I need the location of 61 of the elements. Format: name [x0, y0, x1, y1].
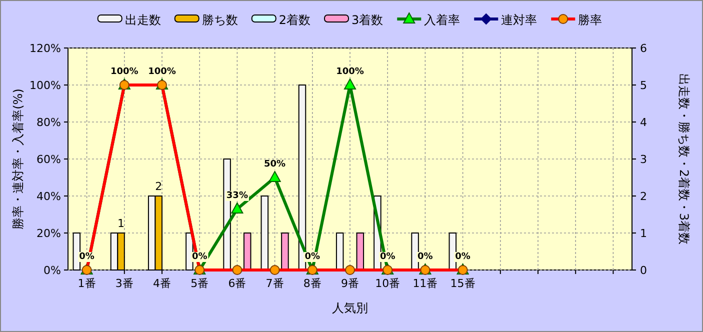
- x-tick-label: 3番: [115, 277, 134, 290]
- x-tick-label: 1番: [78, 277, 96, 290]
- y-tick-label: 120%: [30, 42, 61, 55]
- y2-tick-label: 3: [640, 153, 647, 166]
- point: [119, 80, 130, 90]
- data-label: 0%: [380, 252, 396, 262]
- point: [344, 78, 356, 90]
- point: [382, 265, 393, 275]
- x-tick-label: 5番: [190, 277, 209, 290]
- data-label: 0%: [418, 252, 433, 262]
- point: [194, 265, 205, 275]
- data-label: 0%: [79, 252, 94, 262]
- legend-label: 3着数: [352, 13, 384, 27]
- data-label: 100%: [110, 67, 138, 77]
- point: [345, 265, 355, 275]
- data-label: 100%: [336, 67, 364, 77]
- legend-label: 勝ち数: [202, 13, 238, 27]
- point: [231, 202, 244, 214]
- point: [458, 265, 468, 275]
- x-tick-label: 8番: [303, 277, 322, 290]
- point: [82, 265, 92, 275]
- y-tick-label: 0%: [44, 264, 61, 277]
- legend-label: 勝率: [578, 13, 602, 27]
- x-tick-label: 11番: [412, 277, 438, 290]
- y-axis-title: 勝率・連対率・入着率(%): [11, 88, 25, 230]
- y2-tick-label: 0: [640, 264, 647, 277]
- point: [232, 265, 242, 275]
- x-tick-label: 4番: [153, 277, 171, 290]
- y-tick-label: 40%: [36, 190, 61, 203]
- point: [270, 265, 280, 275]
- y-tick-label: 100%: [30, 79, 61, 92]
- data-label: 0%: [192, 252, 208, 262]
- legend-label: 出走数: [124, 13, 161, 27]
- y-tick-label: 20%: [36, 227, 61, 240]
- data-label: 2: [155, 180, 162, 193]
- point: [420, 265, 430, 275]
- data-label: 50%: [264, 160, 286, 170]
- legend-label: 2着数: [278, 13, 310, 27]
- x-tick-label: 10番: [375, 277, 400, 290]
- y2-tick-label: 4: [640, 116, 647, 129]
- point: [307, 265, 318, 275]
- data-label: 1: [118, 217, 125, 230]
- x-tick-label: 6番: [228, 277, 246, 290]
- point: [268, 171, 281, 182]
- y2-axis-title: 出走数・勝ち数・2着数・3着数: [677, 73, 691, 245]
- data-label: 33%: [226, 190, 248, 201]
- data-label: 0%: [304, 252, 320, 262]
- y2-tick-label: 5: [640, 79, 647, 92]
- y2-tick-label: 2: [640, 190, 647, 203]
- y2-tick-label: 6: [640, 42, 647, 55]
- data-label: 0%: [455, 252, 470, 262]
- y-tick-label: 60%: [36, 153, 61, 166]
- x-tick-label: 9番: [341, 277, 359, 290]
- x-axis-title: 人気別: [332, 301, 368, 315]
- x-tick-label: 7番: [266, 277, 284, 290]
- y-tick-label: 80%: [36, 116, 61, 129]
- legend-label: 連対率: [501, 13, 538, 27]
- data-label: 100%: [148, 67, 176, 77]
- x-tick-label: 15番: [450, 277, 476, 290]
- y2-tick-label: 1: [640, 227, 647, 240]
- legend-label: 入着率: [424, 13, 460, 27]
